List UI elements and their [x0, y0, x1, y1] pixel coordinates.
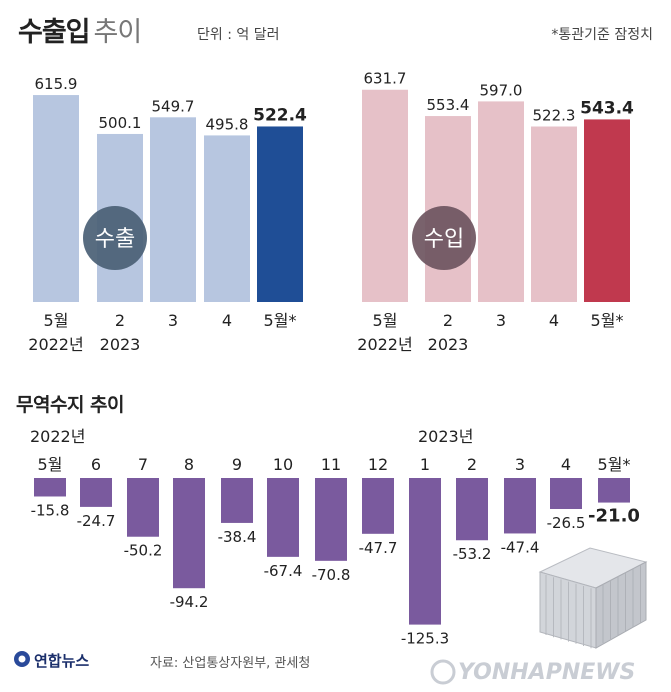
- watermark-icon: [430, 659, 456, 685]
- 수입-tick-label-1-1: 2023: [428, 335, 469, 354]
- trade-value-label-3: -94.2: [170, 593, 209, 611]
- 수입-bar-4: [584, 119, 630, 302]
- 수출-value-label-1: 500.1: [99, 114, 142, 132]
- page-title: 수출입 추이: [18, 10, 143, 49]
- trade-tick-label-1: 6: [91, 455, 101, 474]
- 수출-tick-label-4-0: 5월*: [264, 311, 297, 330]
- trade-value-label-8: -125.3: [401, 630, 449, 648]
- 수입-badge-label: 수입: [424, 227, 464, 252]
- unit-label: 단위 : 억 달러: [197, 27, 280, 43]
- 수입-tick-label-1-0: 2: [443, 311, 453, 330]
- trade-value-label-6: -70.8: [312, 566, 351, 584]
- trade-tick-label-6: 11: [321, 455, 341, 474]
- trade-tick-label-0: 5월: [38, 455, 63, 474]
- 수출-badge-label: 수출: [95, 227, 135, 252]
- 수출-tick-label-1-1: 2023: [100, 335, 141, 354]
- trade-bar-9: [456, 478, 488, 541]
- 수입-bar-2: [478, 101, 524, 303]
- container-illustration: [538, 547, 648, 649]
- trade-value-label-10: -47.4: [501, 538, 540, 556]
- trade-bar-6: [315, 478, 347, 561]
- 수입-tick-label-0-1: 2022년: [357, 335, 412, 354]
- trade-tick-label-7: 12: [368, 455, 388, 474]
- trade-bar-8: [409, 478, 441, 625]
- trade-value-label-0: -15.8: [31, 501, 70, 519]
- title-main: 수출입: [18, 17, 91, 48]
- trade-tick-label-11: 4: [561, 455, 571, 474]
- 수출-value-label-2: 549.7: [152, 97, 195, 115]
- trade-bar-7: [362, 478, 394, 534]
- 수출-tick-label-0-1: 2022년: [28, 335, 83, 354]
- trade-value-label-12: -21.0: [588, 506, 640, 527]
- trade-bar-4: [221, 478, 253, 523]
- trade-bar-2: [127, 478, 159, 537]
- 수출-bar-4: [257, 126, 303, 302]
- trade-value-label-11: -26.5: [547, 514, 586, 532]
- year-label-2023: 2023년: [418, 427, 473, 446]
- 수출-tick-label-3-0: 4: [222, 311, 232, 330]
- footnote: *통관기준 잠정치: [551, 27, 653, 43]
- trade-value-label-4: -38.4: [218, 528, 257, 546]
- yonhap-logo-mark-inner: [18, 655, 26, 663]
- trade-value-label-9: -53.2: [453, 545, 492, 563]
- trade-tick-label-4: 9: [232, 455, 242, 474]
- 수입-value-label-4: 543.4: [580, 98, 634, 118]
- 수입-bar-3: [531, 126, 577, 302]
- 수출-value-label-3: 495.8: [206, 115, 249, 133]
- trade-bar-12: [598, 478, 630, 503]
- trade-bar-3: [173, 478, 205, 589]
- 수출-tick-label-2-0: 3: [168, 311, 178, 330]
- 수출-value-label-4: 522.4: [253, 105, 307, 125]
- trade-tick-label-12: 5월*: [598, 455, 631, 474]
- trade-tick-label-5: 10: [273, 455, 293, 474]
- 수출-bar-0: [33, 95, 79, 302]
- trade-bar-0: [34, 478, 66, 497]
- trade-bar-5: [267, 478, 299, 557]
- trade-tick-label-10: 3: [515, 455, 525, 474]
- trade-bar-11: [550, 478, 582, 510]
- trade-value-label-5: -67.4: [264, 562, 303, 580]
- 수입-value-label-0: 631.7: [364, 70, 407, 88]
- 수입-value-label-3: 522.3: [533, 107, 576, 125]
- trade-tick-label-3: 8: [184, 455, 194, 474]
- trade-value-label-1: -24.7: [77, 512, 116, 530]
- 수출-badge: [83, 206, 147, 270]
- title-suffix: 추이: [93, 17, 143, 48]
- trade-tick-label-9: 2: [467, 455, 477, 474]
- 수입-badge: [412, 206, 476, 270]
- trade-bar-10: [504, 478, 536, 534]
- 수입-tick-label-3-0: 4: [549, 311, 559, 330]
- trade-value-label-7: -47.7: [359, 539, 398, 557]
- 수출-tick-label-0-0: 5월: [44, 311, 69, 330]
- 수입-bar-0: [362, 89, 408, 302]
- year-label-2022: 2022년: [30, 427, 85, 446]
- 수입-value-label-2: 597.0: [480, 81, 523, 99]
- yonhap-logo: 연합뉴스: [34, 652, 90, 670]
- watermark: YONHAPNEWS: [458, 660, 636, 685]
- 수출-value-label-0: 615.9: [35, 75, 78, 93]
- 수입-value-label-1: 553.4: [427, 96, 470, 114]
- 수입-tick-label-0-0: 5월: [373, 311, 398, 330]
- trade-balance-title: 무역수지 추이: [16, 394, 125, 416]
- 수입-tick-label-4-0: 5월*: [591, 311, 624, 330]
- source-text: 자료: 산업통상자원부, 관세청: [150, 656, 311, 671]
- 수출-tick-label-1-0: 2: [115, 311, 125, 330]
- trade-bar-1: [80, 478, 112, 507]
- 수출-bar-2: [150, 117, 196, 302]
- 수출-bar-3: [204, 135, 250, 302]
- trade-tick-label-2: 7: [138, 455, 148, 474]
- trade-tick-label-8: 1: [420, 455, 430, 474]
- trade-value-label-2: -50.2: [124, 542, 163, 560]
- 수입-tick-label-2-0: 3: [496, 311, 506, 330]
